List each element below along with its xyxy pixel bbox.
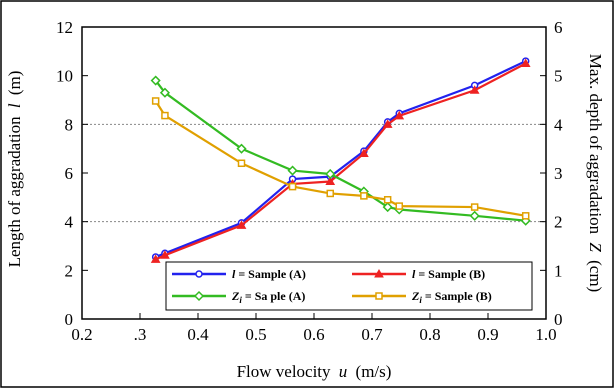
legend-label-subscript: i [419, 295, 422, 305]
data-point [287, 165, 298, 176]
y-left-tick-label: 12 [56, 18, 73, 37]
legend-label-subscript: i [239, 295, 242, 305]
grid-lines [82, 123, 546, 223]
data-point [150, 254, 161, 263]
legend-label-text: = Sa ple (A) [242, 289, 306, 303]
y-left-tick-label: 10 [56, 67, 73, 86]
legend-label-symbol: Z [411, 289, 420, 303]
data-point [150, 75, 161, 86]
y-right-tick-label: 6 [554, 18, 563, 37]
data-point [151, 97, 160, 105]
legend-swatch-marker [195, 270, 203, 278]
y-right-tick-label: 5 [554, 67, 563, 86]
data-point [236, 143, 247, 154]
y-axis-left-title: Length of aggradation l (m) [5, 71, 24, 268]
y-right-tick-label: 3 [554, 164, 563, 183]
legend-label: Zi = Sa ple (A) [231, 289, 305, 305]
x-axis-title-symbol: u [339, 362, 348, 381]
series-line [154, 79, 526, 222]
x-tick-label: 0.7 [361, 325, 383, 344]
x-tick-label: 0.6 [303, 325, 324, 344]
x-axis-title-unit: (m/s) [356, 362, 392, 381]
data-point [159, 87, 171, 98]
data-point [382, 119, 393, 128]
data-point [360, 192, 368, 200]
y-axis-right-title: Max. depth of aggradation Z (cm) [586, 54, 605, 292]
y-left-tick-label: 2 [65, 261, 74, 280]
data-point [382, 202, 393, 213]
legend-swatch-marker [193, 290, 205, 302]
y-left-tick-label: 8 [65, 115, 74, 134]
legend-label: Zi = Sample (B) [411, 289, 492, 305]
y-axis-left-title-unit: (m) [5, 71, 24, 96]
data-point [470, 203, 479, 211]
y-axis-right-title-symbol: Z [586, 242, 605, 252]
x-tick-label: 0.4 [187, 325, 209, 344]
legend-label-text: = Sample (B) [415, 267, 485, 281]
y-right-tick-label: 0 [554, 310, 563, 329]
legend-label-text: = Sample (B) [422, 289, 492, 303]
data-point [359, 148, 369, 158]
legend-label: l = Sample (B) [412, 267, 485, 281]
data-point [469, 210, 480, 221]
data-point [325, 176, 336, 186]
y-right-tick-label: 1 [554, 261, 563, 280]
x-axis-title-text: Flow velocity [237, 362, 331, 381]
series-line [155, 62, 527, 261]
series-line [155, 60, 527, 258]
legend-box [165, 261, 533, 311]
series-4 [151, 97, 530, 220]
x-tick-label: 0.2 [71, 325, 92, 344]
legend-label-symbol: l [232, 267, 236, 281]
y-right-tick-label: 2 [554, 213, 563, 232]
x-axis-title: Flow velocity u (m/s) [237, 362, 392, 381]
data-point [325, 168, 336, 180]
series-lines [150, 57, 531, 263]
y-right-tick-label: 4 [554, 115, 563, 134]
legend-label-symbol: l [412, 267, 416, 281]
legend: l = Sample (A) l = Sample (B)Zi = Sa ple … [165, 261, 533, 311]
data-point [383, 196, 392, 204]
data-point [521, 212, 530, 220]
data-point [520, 58, 531, 67]
y-left-tick-label: 4 [65, 213, 74, 232]
y-axis-right-title-text: Max. depth of aggradation [586, 54, 605, 235]
legend-label-text: = Sample (A) [235, 267, 306, 281]
legend-label: l = Sample (A) [232, 267, 306, 281]
x-tick-label: 0.8 [419, 325, 440, 344]
data-point [326, 189, 334, 198]
data-point [236, 220, 247, 229]
legend-label-symbol: Z [231, 289, 240, 303]
legend-swatch-marker [374, 268, 384, 278]
series-3 [150, 75, 531, 226]
data-point [160, 250, 170, 259]
x-tick-label: 0.5 [245, 325, 266, 344]
y-axis-right-title-unit: (cm) [586, 260, 605, 292]
legend-swatch-marker [375, 292, 383, 300]
data-point [394, 110, 405, 120]
x-tick-label: 0.9 [477, 325, 498, 344]
y-axis-left-title-symbol: l [5, 103, 24, 108]
y-left-tick-label: 0 [65, 310, 74, 329]
series-line [154, 100, 526, 217]
axis-ticks: 0.2.3 0.4 0.5 0.6 0.7 0.8 0.9 1.002468101201234… [56, 18, 563, 344]
data-point [161, 111, 169, 120]
series-2 [150, 58, 531, 263]
data-point [395, 202, 404, 210]
y-axis-left-title-text: Length of aggradation [5, 116, 24, 268]
data-point [288, 182, 297, 191]
data-point [237, 159, 246, 168]
x-tick-label: 1.0 [535, 325, 556, 344]
x-tick-label: .3 [134, 325, 147, 344]
y-left-tick-label: 6 [65, 164, 74, 183]
data-point [469, 85, 480, 94]
